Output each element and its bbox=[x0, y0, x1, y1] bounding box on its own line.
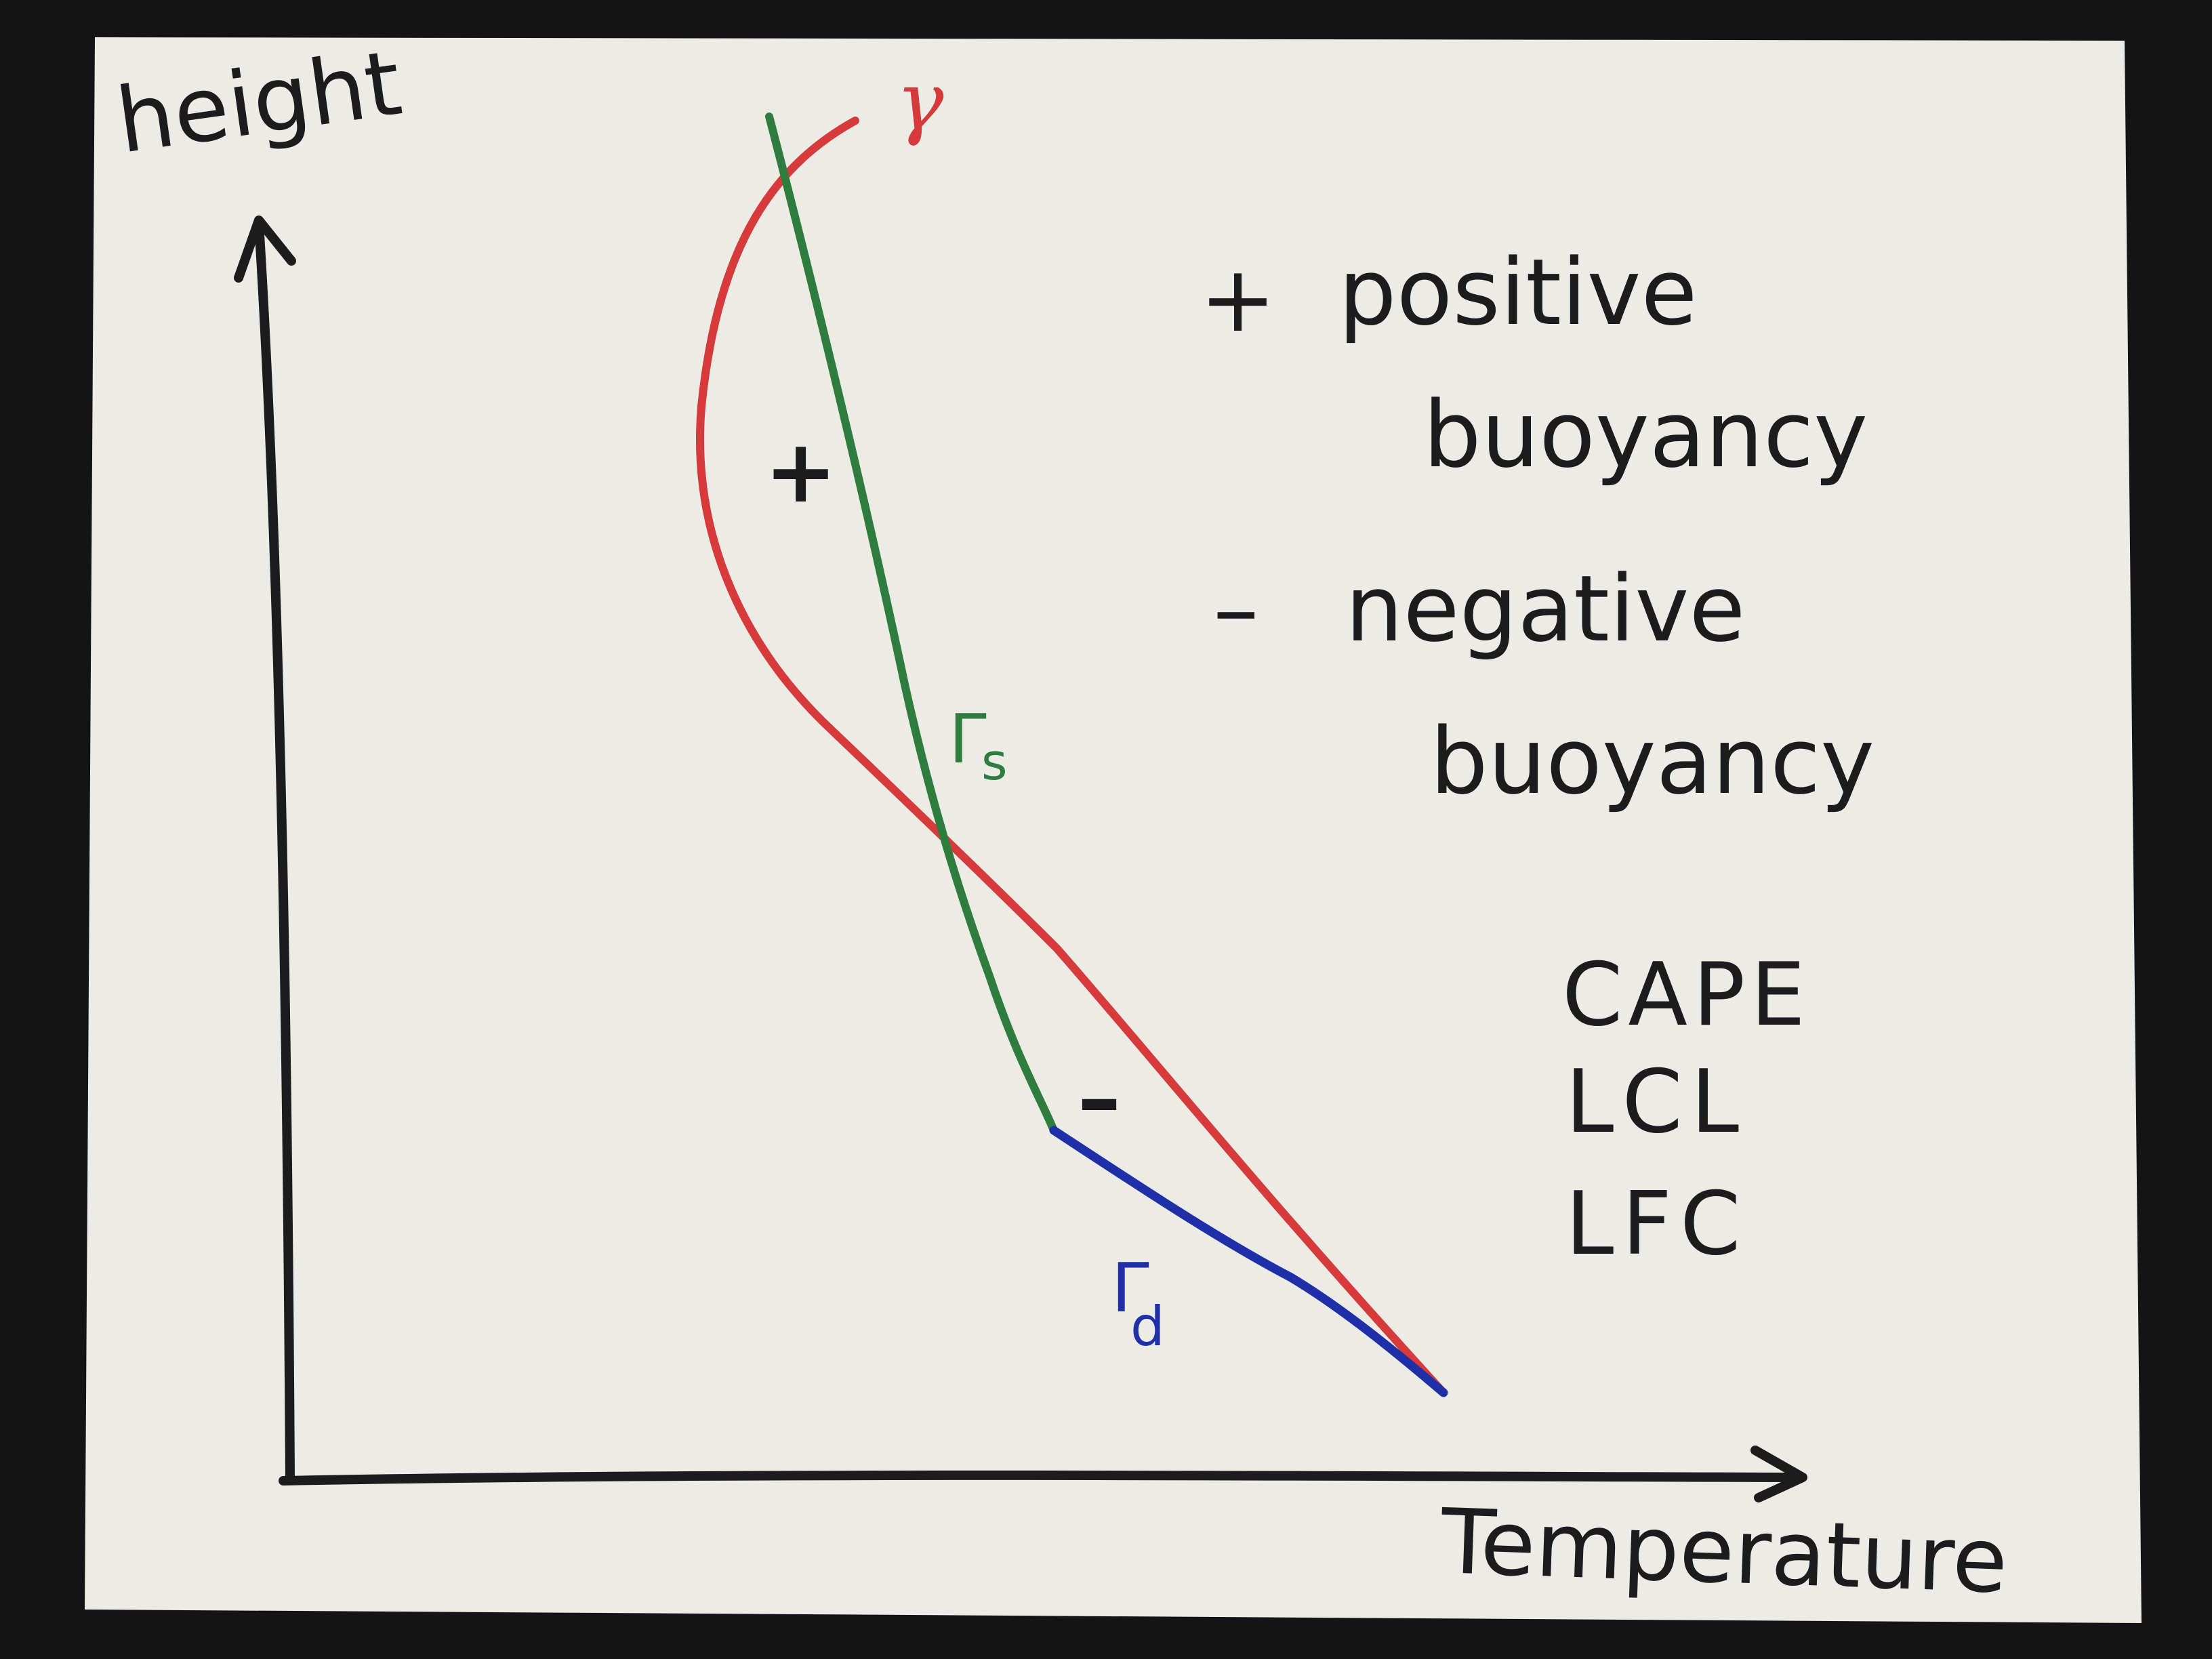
legend-positive-line1: positive bbox=[1338, 239, 1698, 346]
terms-list: CAPE LCL LFC bbox=[1562, 945, 1811, 1275]
legend-negative-sign: – bbox=[1213, 556, 1259, 662]
x-axis-line bbox=[279, 1470, 1804, 1486]
environment-label-gamma: γ bbox=[896, 54, 944, 148]
saturated-adiabat-label: Γ s bbox=[949, 699, 1008, 792]
saturated-adiabat-curve bbox=[765, 112, 1058, 1134]
saturated-adiabat-subscript: s bbox=[981, 733, 1008, 792]
legend-negative-line1: negative bbox=[1345, 556, 1745, 662]
legend-negative-line2: buoyancy bbox=[1430, 708, 1875, 815]
positive-region-mark: + bbox=[764, 422, 837, 523]
y-axis-arrowhead bbox=[234, 216, 296, 283]
y-axis-line bbox=[254, 219, 295, 1482]
term-cape: CAPE bbox=[1562, 945, 1811, 1046]
x-axis-label: Temperature bbox=[1439, 1490, 2009, 1614]
term-lcl: LCL bbox=[1565, 1052, 1747, 1153]
saturated-adiabat-symbol: Γ bbox=[949, 699, 987, 779]
legend: + positive buoyancy – negative buoyancy bbox=[1200, 239, 1875, 815]
legend-positive-line2: buoyancy bbox=[1423, 382, 1868, 488]
paper-sheet bbox=[85, 37, 2142, 1623]
dry-adiabat-symbol: Γ bbox=[1111, 1248, 1149, 1328]
term-lfc: LFC bbox=[1565, 1174, 1748, 1275]
x-axis bbox=[279, 1446, 1807, 1502]
dry-adiabat-label: Γ d bbox=[1111, 1248, 1165, 1358]
environment-curve bbox=[696, 117, 1448, 1397]
y-axis bbox=[234, 216, 296, 1482]
legend-positive-sign: + bbox=[1200, 246, 1276, 352]
dry-adiabat-curve bbox=[1049, 1126, 1448, 1397]
negative-region-mark: – bbox=[1078, 1048, 1121, 1149]
dry-adiabat-subscript: d bbox=[1130, 1295, 1165, 1358]
x-axis-arrowhead bbox=[1750, 1446, 1807, 1502]
